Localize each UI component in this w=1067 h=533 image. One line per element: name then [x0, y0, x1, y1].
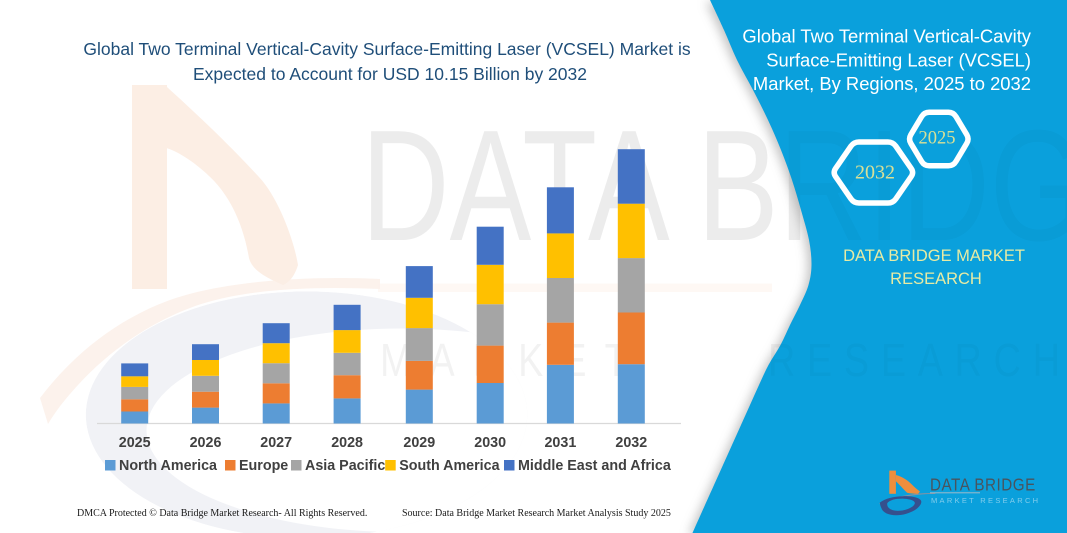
svg-text:2026: 2026: [190, 435, 222, 451]
svg-text:2028: 2028: [331, 435, 363, 451]
svg-text:DATA BRIDGE: DATA BRIDGE: [930, 476, 1036, 495]
svg-text:Europe: Europe: [239, 458, 288, 474]
svg-text:DATA BRIDGE MARKET: DATA BRIDGE MARKET: [843, 247, 1025, 265]
svg-text:Asia Pacific: Asia Pacific: [305, 458, 385, 474]
svg-text:Source: Data Bridge Market Res: Source: Data Bridge Market Research Mark…: [402, 508, 671, 519]
svg-text:Surface-Emitting Laser (VCSEL): Surface-Emitting Laser (VCSEL): [766, 50, 1031, 71]
svg-text:2027: 2027: [260, 435, 292, 451]
svg-text:North America: North America: [119, 458, 218, 474]
svg-text:South America: South America: [399, 458, 500, 474]
svg-text:Expected to Account for USD 10: Expected to Account for USD 10.15 Billio…: [193, 64, 587, 84]
svg-text:DMCA Protected © Data Bridge M: DMCA Protected © Data Bridge Market Rese…: [77, 508, 367, 519]
svg-text:Global Two Terminal Vertical-C: Global Two Terminal Vertical-Cavity Surf…: [83, 39, 690, 59]
svg-text:Global Two Terminal Vertical-C: Global Two Terminal Vertical-Cavity: [742, 26, 1031, 47]
svg-text:Middle East and Africa: Middle East and Africa: [518, 458, 672, 474]
svg-text:2030: 2030: [474, 435, 506, 451]
svg-text:2025: 2025: [919, 129, 956, 149]
svg-text:Market, By Regions, 2025 to 20: Market, By Regions, 2025 to 2032: [753, 73, 1031, 94]
svg-text:2025: 2025: [119, 435, 151, 451]
svg-text:2032: 2032: [615, 435, 647, 451]
svg-text:2031: 2031: [544, 435, 576, 451]
svg-text:2029: 2029: [403, 435, 435, 451]
svg-text:2032: 2032: [855, 162, 895, 184]
svg-text:RESEARCH: RESEARCH: [890, 270, 982, 288]
svg-text:MARKET RESEARCH: MARKET RESEARCH: [931, 496, 1040, 505]
